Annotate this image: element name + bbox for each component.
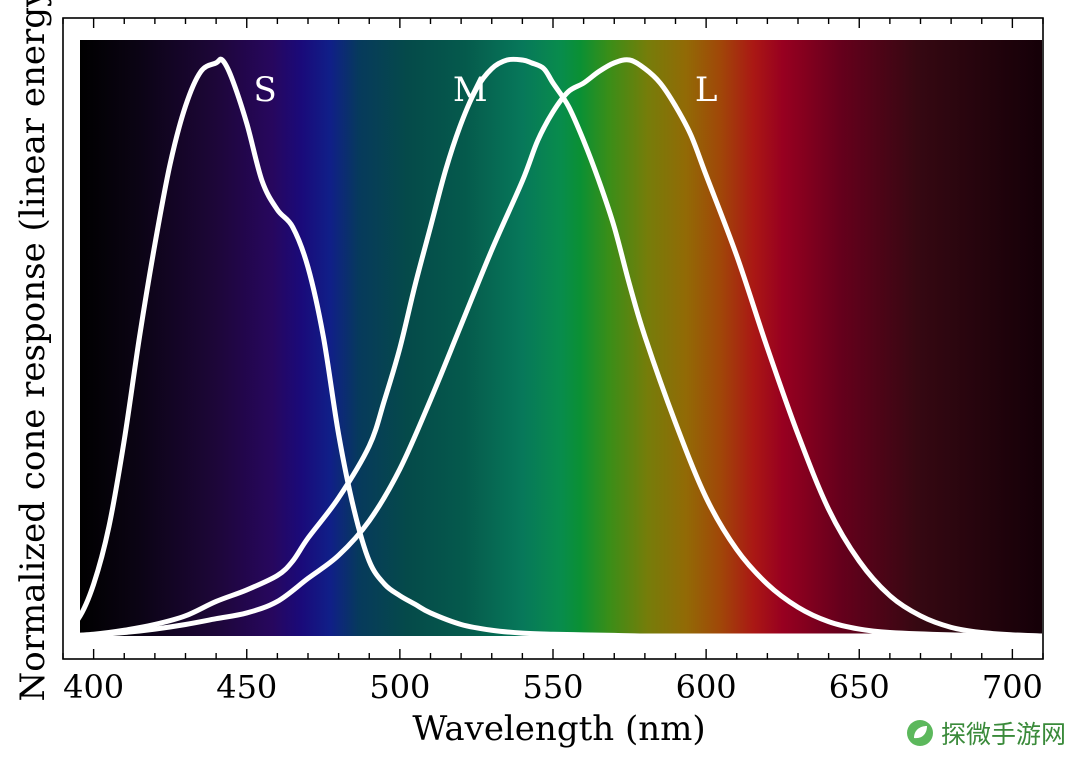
- x-tick-label: 650: [829, 668, 890, 706]
- x-tick-label: 700: [982, 668, 1043, 706]
- x-axis-label: Wavelength (nm): [412, 709, 705, 749]
- watermark-text: 探微手游网: [940, 720, 1066, 749]
- ticks: [62, 18, 1044, 659]
- curve-l: [60, 57, 1046, 639]
- x-tick-label: 400: [63, 668, 124, 706]
- curve-label-m: M: [453, 70, 488, 110]
- x-tick-label: 600: [676, 668, 737, 706]
- curve-label-s: S: [253, 70, 276, 110]
- cone-curves: [60, 56, 1046, 639]
- x-tick-label: 550: [522, 668, 583, 706]
- watermark: 探微手游网: [905, 715, 1066, 751]
- curve-label-l: L: [695, 70, 718, 110]
- spectrum-background: [80, 40, 1042, 636]
- curve-s: [60, 56, 1046, 639]
- x-tick-labels: 400 450 500 550 600 650 700: [63, 668, 1043, 706]
- y-axis-label: Normalized cone response (linear energy): [13, 0, 53, 702]
- x-tick-label: 450: [216, 668, 277, 706]
- curve-m: [60, 56, 1046, 639]
- leaf-logo-icon: [906, 720, 933, 746]
- x-tick-label: 500: [369, 668, 430, 706]
